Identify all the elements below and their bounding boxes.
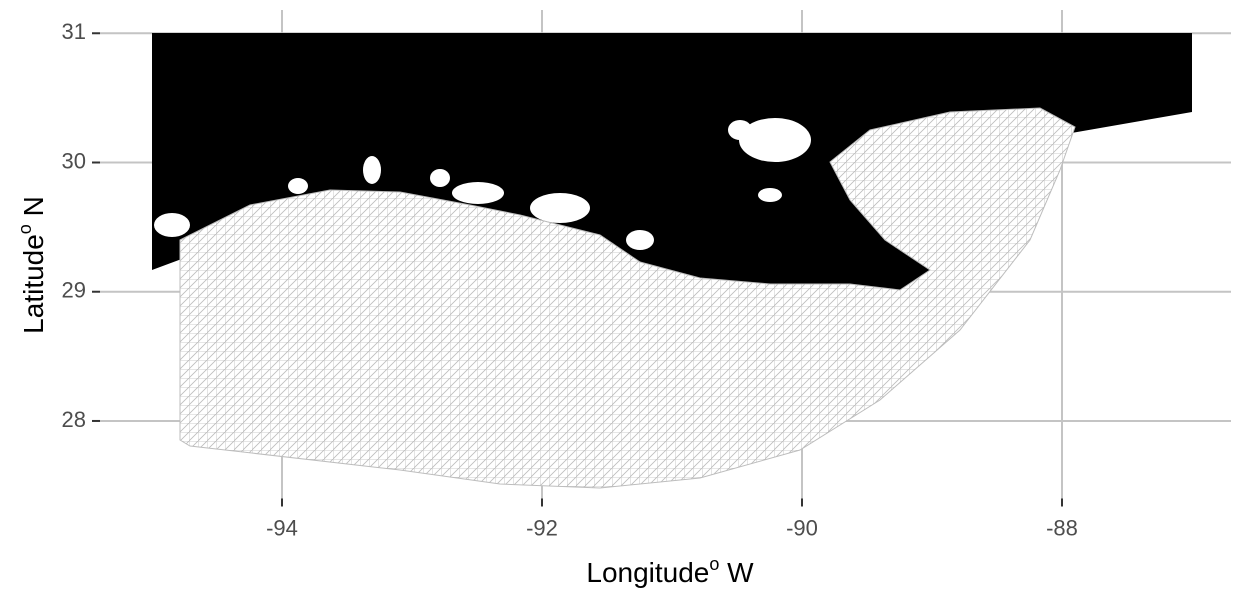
x-tick-label: -88: [1046, 515, 1078, 540]
x-tick-label: -90: [786, 515, 818, 540]
y-title-text: Latitude: [18, 234, 49, 334]
x-title-sup: o: [709, 554, 719, 574]
lake: [363, 156, 381, 184]
x-tick-label: -92: [526, 515, 558, 540]
y-title-suffix: N: [18, 196, 49, 224]
y-tick-label: 28: [62, 407, 86, 432]
y-tick-label: 31: [62, 19, 86, 44]
y-tick-label: 29: [62, 278, 86, 303]
lake: [530, 193, 590, 223]
map-layer: [152, 33, 1192, 489]
y-tick-label: 30: [62, 148, 86, 173]
lake: [728, 120, 752, 140]
y-axis-title: Latitudeo N: [15, 196, 50, 334]
mesh: [179, 107, 1076, 489]
lake: [626, 230, 654, 250]
lake: [739, 118, 811, 162]
y-title-sup: o: [15, 224, 35, 234]
lake: [452, 182, 504, 204]
lake: [154, 213, 190, 237]
x-title-text: Longitude: [586, 557, 709, 588]
x-tick-label: -94: [266, 515, 298, 540]
x-axis-title: Longitudeo W: [586, 554, 754, 589]
x-title-suffix: W: [719, 557, 754, 588]
lake: [430, 169, 450, 187]
lake: [288, 178, 308, 194]
lake: [758, 188, 782, 202]
